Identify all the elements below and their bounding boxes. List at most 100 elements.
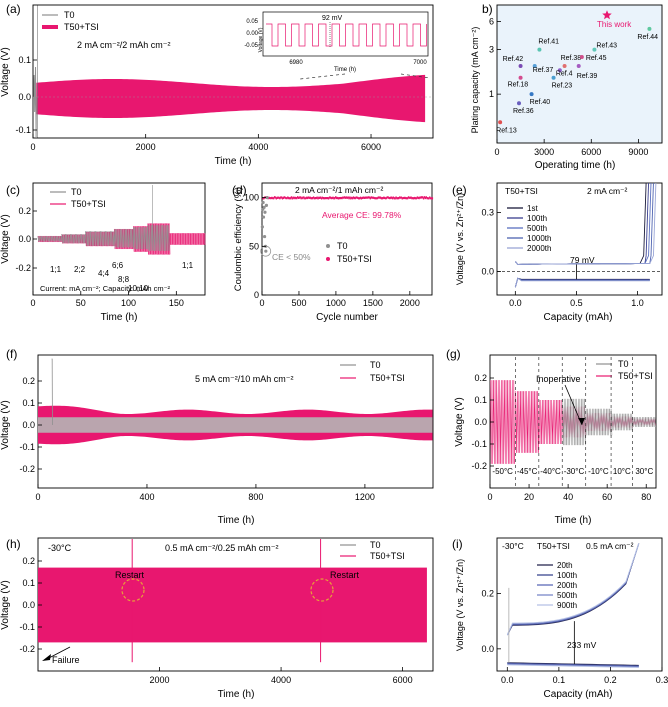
inset-annotation: 92 mV bbox=[322, 15, 343, 22]
h-condition: 0.5 mA cm⁻²/0.25 mAh cm⁻² bbox=[165, 543, 279, 553]
legend-a-t0: T0 bbox=[64, 10, 75, 20]
panel-d: (d) 2 mA cm⁻²/1 mAh cm⁻² Average CE: 99.… bbox=[232, 183, 433, 323]
e-condition: 2 mA cm⁻² bbox=[587, 186, 628, 196]
h-restart-1: Restart bbox=[115, 570, 145, 580]
g-ytick-label: 0.2 bbox=[474, 373, 487, 383]
panel-c-legend: T0 T50+TSI bbox=[50, 187, 106, 209]
point-label-ref-18: Ref.18 bbox=[508, 82, 529, 89]
panel-f-legend: T0 T50+TSI bbox=[340, 360, 405, 383]
f-ytick-label: -0.1 bbox=[19, 442, 35, 452]
c-rate-2: 2;2 bbox=[74, 265, 86, 274]
c-rate-3: 4;4 bbox=[98, 269, 110, 278]
e-legend-label: 1st bbox=[527, 204, 538, 213]
g-ytick-label: 0.0 bbox=[474, 417, 487, 427]
series-t50-band bbox=[36, 75, 425, 122]
b-xtick-label: 9000 bbox=[628, 147, 648, 157]
d-ytick-label: 50 bbox=[249, 241, 259, 251]
series-t0-point bbox=[262, 215, 265, 218]
h-failure: Failure bbox=[52, 655, 80, 665]
h-xtick-label: 6000 bbox=[393, 675, 413, 685]
a-xlabel: Time (h) bbox=[215, 156, 252, 167]
point-label-ref-36: Ref.36 bbox=[513, 108, 534, 115]
c-xtick-label: 0 bbox=[30, 298, 35, 308]
panel-e: (e) T50+TSI 2 mA cm⁻² 1st100th500th1000t… bbox=[452, 183, 662, 323]
g-ytick-label: 0.1 bbox=[474, 395, 487, 405]
panel-h-label: (h) bbox=[6, 537, 21, 551]
c-ytick-0: -0.2 bbox=[15, 263, 31, 273]
panel-i-label: (i) bbox=[452, 537, 463, 551]
c-rate-1: 1;1 bbox=[50, 265, 62, 274]
g-xtick-label: 20 bbox=[524, 492, 534, 502]
i-title: T50+TSI bbox=[537, 541, 570, 551]
series-t0-point bbox=[264, 250, 267, 253]
legend-h-t50: T50+TSI bbox=[370, 551, 405, 561]
panel-h: (h) -30°C 0.5 mA cm⁻²/0.25 mAh cm⁻² T0 T… bbox=[0, 537, 433, 700]
f-xtick-label: 400 bbox=[139, 492, 154, 502]
b-ytick-label: 6 bbox=[489, 16, 494, 26]
i-xtick-label: 0.3 bbox=[656, 675, 668, 685]
h-ytick-label: -0.2 bbox=[19, 644, 35, 654]
c-rate-5: 8;8 bbox=[118, 275, 130, 284]
b-xtick-label: 3000 bbox=[534, 147, 554, 157]
g-temp-label: -10°C bbox=[588, 467, 609, 476]
h-restart-2: Restart bbox=[330, 570, 360, 580]
c-ytick-1: 0.0 bbox=[18, 234, 31, 244]
panel-a: (a) T0 T50+TSI 2 mA cm⁻²/2 mAh cm⁻² 92 m… bbox=[0, 2, 433, 167]
inset-ytick-2: -0.05 bbox=[244, 43, 258, 49]
series-t0-point bbox=[262, 201, 265, 204]
e-ytick-label: 0.0 bbox=[481, 266, 494, 276]
i-xtick-label: 0.1 bbox=[553, 675, 566, 685]
d-xtick-label: 1000 bbox=[326, 298, 346, 308]
point-label-ref-42: Ref.42 bbox=[503, 56, 524, 63]
d-xtick-label: 1500 bbox=[363, 298, 383, 308]
b-ylabel: Plating capacity (mA cm⁻²) bbox=[470, 27, 480, 134]
h-ytick-label: 0.2 bbox=[22, 556, 35, 566]
panel-g-legend: T0 T50+TSI bbox=[596, 359, 653, 381]
c-xlabel: Time (h) bbox=[101, 312, 138, 323]
e-xtick-label: 0.0 bbox=[509, 298, 522, 308]
g-ytick-label: -0.2 bbox=[471, 461, 487, 471]
i-xtick-label: 0.0 bbox=[501, 675, 514, 685]
panel-i: (i) -30°C T50+TSI 0.5 mA cm⁻² 20th100th2… bbox=[452, 537, 668, 700]
d-ytick-label: 100 bbox=[244, 193, 259, 203]
b-xlabel: Operating time (h) bbox=[535, 160, 616, 171]
f-xtick-label: 0 bbox=[35, 492, 40, 502]
a-xtick-label: 2000 bbox=[136, 142, 156, 152]
panel-f-label: (f) bbox=[6, 347, 17, 361]
series-t50-line bbox=[38, 224, 206, 255]
f-condition: 5 mA cm⁻²/10 mAh cm⁻² bbox=[195, 374, 294, 384]
inset-ylabel: Voltage (V) bbox=[258, 27, 264, 52]
legend-c-t0: T0 bbox=[71, 187, 82, 197]
point-ref-38 bbox=[563, 64, 567, 68]
h-xtick-label: 2000 bbox=[150, 675, 170, 685]
panel-h-legend: T0 T50+TSI bbox=[340, 540, 405, 561]
series-t0-point bbox=[261, 225, 264, 228]
point-label-this-work: This work bbox=[597, 20, 632, 29]
legend-f-t50: T50+TSI bbox=[370, 373, 405, 383]
e-legend-label: 1000th bbox=[527, 234, 551, 243]
point-label-ref-43: Ref.43 bbox=[596, 43, 617, 50]
e-annotation: 79 mV bbox=[570, 255, 595, 265]
point-ref-41 bbox=[537, 48, 541, 52]
point-ref-13 bbox=[498, 120, 502, 124]
i-xlabel: Capacity (mAh) bbox=[544, 689, 613, 700]
i-ylabel: Voltage (V vs. Zn²⁺/Zn) bbox=[455, 559, 465, 651]
point-label-ref-38: Ref.38 bbox=[561, 55, 582, 62]
g-xtick-label: 60 bbox=[602, 492, 612, 502]
legend-a-t50: T50+TSI bbox=[64, 22, 99, 32]
h-xtick-label: 4000 bbox=[271, 675, 291, 685]
i-xtick-label: 0.2 bbox=[604, 675, 617, 685]
panel-g-label: (g) bbox=[446, 347, 461, 361]
panel-d-legend: T0 T50+TSI bbox=[326, 241, 372, 264]
d-xtick-label: 2000 bbox=[400, 298, 420, 308]
legend-d-t0: T0 bbox=[337, 241, 348, 251]
series-t50-points bbox=[262, 197, 433, 198]
c-xtick-label: 100 bbox=[121, 298, 136, 308]
point-label-ref-41: Ref.41 bbox=[538, 39, 559, 46]
panel-c-label: (c) bbox=[6, 183, 20, 197]
e-ytick-label: 0.3 bbox=[481, 207, 494, 217]
c-xtick-label: 150 bbox=[169, 298, 184, 308]
point-label-ref-40: Ref.40 bbox=[530, 99, 551, 106]
point-ref-36 bbox=[517, 101, 521, 105]
figure: (a) T0 T50+TSI 2 mA cm⁻²/2 mAh cm⁻² 92 m… bbox=[0, 0, 668, 702]
